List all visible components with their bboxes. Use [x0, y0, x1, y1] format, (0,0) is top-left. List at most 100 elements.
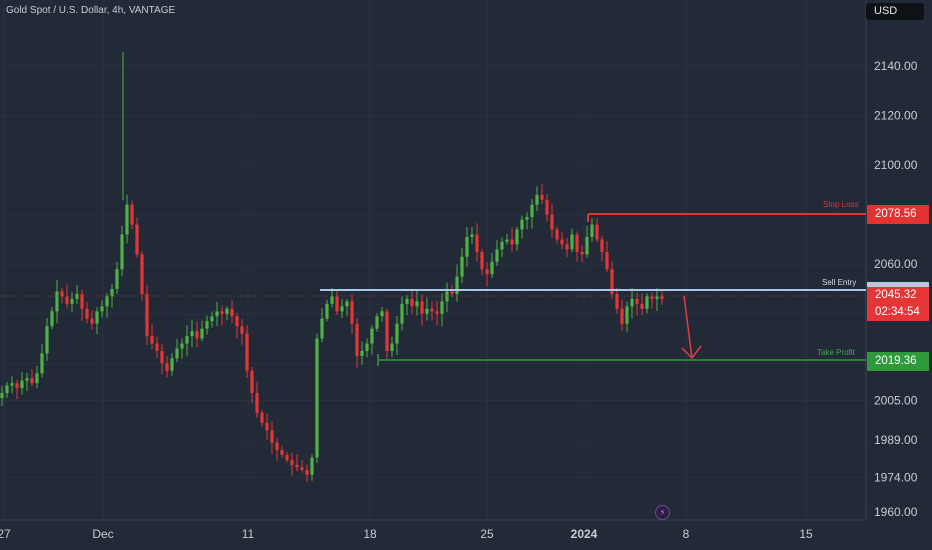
- candle-body: [375, 316, 379, 329]
- candle-body: [330, 296, 334, 304]
- candle-body: [515, 229, 519, 245]
- price-tick-label: 2140.00: [874, 59, 918, 73]
- candle-body: [465, 236, 469, 257]
- candle-body: [360, 350, 364, 356]
- candle-body: [265, 422, 269, 431]
- candle-body: [295, 464, 299, 468]
- candle-body: [350, 301, 354, 324]
- price-tick-label: 2100.00: [874, 158, 918, 172]
- candle-body: [460, 256, 464, 277]
- candle-body: [585, 236, 589, 255]
- candle-body: [570, 234, 574, 250]
- candle-body: [395, 323, 399, 344]
- candle-body: [280, 450, 284, 456]
- candle-body: [475, 234, 479, 252]
- candle-body: [320, 318, 324, 339]
- candle-body: [600, 239, 604, 252]
- candle-body: [610, 269, 614, 294]
- candle-body: [75, 293, 79, 299]
- price-tick-label: 2120.00: [874, 109, 918, 123]
- candle-body: [370, 328, 374, 344]
- candle-body: [335, 296, 339, 312]
- candle-body: [80, 293, 84, 309]
- candle-body: [135, 224, 139, 255]
- candle-body: [500, 241, 504, 250]
- chart-title: Gold Spot / U.S. Dollar, 4h, VANTAGE: [6, 5, 176, 16]
- grid-lines: [0, 0, 866, 520]
- candle-body: [220, 311, 224, 314]
- candle-body: [60, 291, 64, 297]
- candle-body: [400, 303, 404, 324]
- candlestick-series: [0, 52, 664, 483]
- candle-body: [645, 296, 649, 309]
- candle-body: [310, 457, 314, 475]
- candle-body: [205, 321, 209, 329]
- candle-body: [195, 331, 199, 339]
- candle-body: [630, 298, 634, 307]
- candle-body: [175, 348, 179, 359]
- candle-body: [640, 303, 644, 309]
- candle-body: [210, 316, 214, 322]
- candle-body: [520, 219, 524, 230]
- candle-body: [315, 338, 319, 458]
- candle-body: [100, 306, 104, 312]
- candle-body: [415, 301, 419, 307]
- candle-body: [530, 204, 534, 218]
- candle-body: [70, 298, 74, 304]
- candle-body: [430, 308, 434, 312]
- candle-body: [305, 469, 309, 475]
- candle-body: [425, 308, 429, 314]
- take-profit-price-tag: 2019.36: [867, 352, 929, 371]
- time-tick-label: 2024: [571, 527, 598, 541]
- candle-body: [85, 308, 89, 319]
- candle-body: [275, 442, 279, 451]
- candle-body: [650, 296, 654, 299]
- candle-body: [235, 316, 239, 327]
- time-axis: 27 Dec 11 18 25 2024 8 15: [0, 527, 813, 541]
- candle-body: [575, 234, 579, 252]
- candle-body: [65, 296, 69, 304]
- candle-body: [390, 343, 394, 351]
- currency-button[interactable]: USD: [866, 3, 924, 20]
- candle-body: [150, 336, 154, 344]
- candle-body: [255, 393, 259, 413]
- price-tick-label: 1974.00: [874, 470, 918, 484]
- candle-body: [450, 291, 454, 294]
- candle-body: [270, 430, 274, 443]
- candle-body: [160, 350, 164, 364]
- candle-body: [105, 296, 109, 307]
- candle-body: [165, 363, 169, 371]
- candle-body: [595, 224, 599, 240]
- candle-body: [225, 308, 229, 314]
- candle-body: [130, 204, 134, 225]
- candle-body: [340, 306, 344, 312]
- candle-body: [420, 301, 424, 314]
- candle-body: [545, 199, 549, 215]
- candle-body: [5, 385, 9, 394]
- candle-body: [355, 323, 359, 356]
- price-axis: 1960.00 1974.00 1989.00 2005.00 2060.00 2100.…: [874, 59, 918, 519]
- time-tick-label: Dec: [92, 527, 113, 541]
- candle-body: [455, 276, 459, 294]
- candle-body: [215, 311, 219, 317]
- candle-body: [635, 298, 639, 304]
- stop-loss-price-tag: 2078.56: [867, 205, 929, 224]
- candle-body: [560, 239, 564, 245]
- candle-body: [110, 289, 114, 297]
- candle-body: [115, 269, 119, 289]
- candle-body: [90, 318, 94, 324]
- lightning-icon[interactable]: ⚡: [655, 505, 670, 520]
- candle-body: [380, 311, 384, 317]
- candle-body: [480, 251, 484, 270]
- candle-body: [490, 261, 494, 275]
- candle-body: [45, 326, 49, 354]
- down-arrow-head: [681, 345, 702, 360]
- price-tick-label: 2005.00: [874, 394, 918, 408]
- candle-body: [170, 358, 174, 371]
- candle-body: [20, 380, 24, 389]
- time-tick-label: 18: [363, 527, 377, 541]
- current-price: 2045.32: [875, 289, 917, 301]
- candle-body: [140, 254, 144, 294]
- candle-body: [25, 378, 29, 381]
